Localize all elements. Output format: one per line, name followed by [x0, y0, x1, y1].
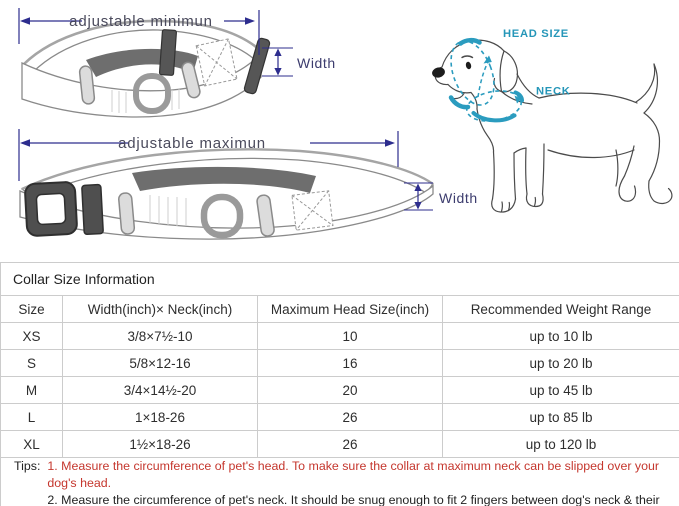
collar-min-stitch-box — [195, 38, 238, 87]
puppy-nose — [432, 67, 445, 78]
collar-min-keeper-left — [78, 65, 96, 105]
weight-cell: up to 85 lb — [442, 403, 679, 431]
max-head-cell: 20 — [257, 376, 443, 404]
max-width-label: Width — [439, 190, 478, 206]
width-neck-cell: 3/4×14½-20 — [62, 376, 258, 404]
puppy-illustration: HEAD SIZE NECK — [432, 28, 673, 213]
adjustable-minimum-label: adjustable minimun — [69, 13, 213, 30]
size-cell: XS — [0, 322, 63, 350]
collar-max-loop-right — [256, 194, 275, 237]
width-neck-cell: 1×18-26 — [62, 403, 258, 431]
collar-minimum-diagram: adjustable minimun Width — [18, 8, 336, 118]
collar-min-padding — [86, 48, 198, 77]
collar-max-keeper-dark — [81, 183, 104, 236]
col-header-max-head: Maximum Head Size(inch) — [257, 295, 443, 323]
tip-1: 1. Measure the circumference of pet's he… — [47, 459, 660, 490]
collar-min-artwork — [21, 19, 271, 118]
collar-max-d-ring — [200, 193, 244, 239]
weight-cell: up to 120 lb — [442, 430, 679, 458]
tips-block: Tips: 1. Measure the circumference of pe… — [1, 458, 679, 506]
collar-maximum-diagram: adjustable maximun Width — [18, 129, 478, 240]
min-width-label: Width — [297, 55, 336, 71]
max-dimension-arrowheads — [20, 139, 422, 210]
collar-min-slider — [158, 29, 177, 76]
table-row-xl: XL 1½×18-26 26 up to 120 lb — [0, 430, 679, 458]
table-header-row: Size Width(inch)× Neck(inch) Maximum Hea… — [0, 295, 679, 323]
size-cell: L — [0, 403, 63, 431]
collar-min-buckle — [243, 37, 271, 95]
tips-list: 1. Measure the circumference of pet's he… — [47, 458, 679, 506]
col-header-width-neck: Width(inch)× Neck(inch) — [62, 295, 258, 323]
measure-neck-loop — [466, 90, 524, 123]
tips-label: Tips: — [14, 459, 41, 473]
measure-head-loop — [448, 37, 495, 110]
col-header-weight: Recommended Weight Range — [442, 295, 679, 323]
puppy-eye — [465, 61, 472, 70]
weight-cell: up to 10 lb — [442, 322, 679, 350]
collar-max-stitch-box — [291, 190, 334, 231]
tips-row: Tips: 1. Measure the circumference of pe… — [0, 457, 679, 506]
neck-label: NECK — [536, 86, 571, 98]
collar-max-artwork — [19, 148, 434, 240]
max-head-cell: 10 — [257, 322, 443, 350]
max-head-cell: 26 — [257, 403, 443, 431]
collar-max-buckle — [24, 181, 78, 237]
width-neck-cell: 5/8×12-16 — [62, 349, 258, 377]
min-dimension-arrowheads — [20, 17, 282, 76]
table-row-xs: XS 3/8×7½-10 10 up to 10 lb — [0, 322, 679, 350]
tip-2: 2. Measure the circumference of pet's ne… — [47, 493, 660, 506]
table-title-row: Collar Size Information — [0, 262, 679, 296]
collar-min-keeper-right — [181, 61, 201, 99]
collar-min-d-ring — [133, 73, 171, 114]
puppy-outline — [434, 39, 673, 213]
max-head-cell: 16 — [257, 349, 443, 377]
size-cell: M — [0, 376, 63, 404]
weight-cell: up to 45 lb — [442, 376, 679, 404]
size-cell: XL — [0, 430, 63, 458]
weight-cell: up to 20 lb — [442, 349, 679, 377]
table-title: Collar Size Information — [0, 262, 679, 296]
size-cell: S — [0, 349, 63, 377]
adjustable-maximum-label: adjustable maximun — [118, 135, 266, 152]
table-row-l: L 1×18-26 26 up to 85 lb — [0, 403, 679, 431]
collar-size-table: Collar Size Information Size Width(inch)… — [0, 262, 679, 506]
table-row-s: S 5/8×12-16 16 up to 20 lb — [0, 349, 679, 377]
collar-max-padding — [132, 166, 316, 193]
width-neck-cell: 1½×18-26 — [62, 430, 258, 458]
width-neck-cell: 3/8×7½-10 — [62, 322, 258, 350]
head-size-label: HEAD SIZE — [503, 28, 569, 40]
collar-max-loop-left — [118, 192, 136, 235]
col-header-size: Size — [0, 295, 63, 323]
table-row-m: M 3/4×14½-20 20 up to 45 lb — [0, 376, 679, 404]
max-head-cell: 26 — [257, 430, 443, 458]
